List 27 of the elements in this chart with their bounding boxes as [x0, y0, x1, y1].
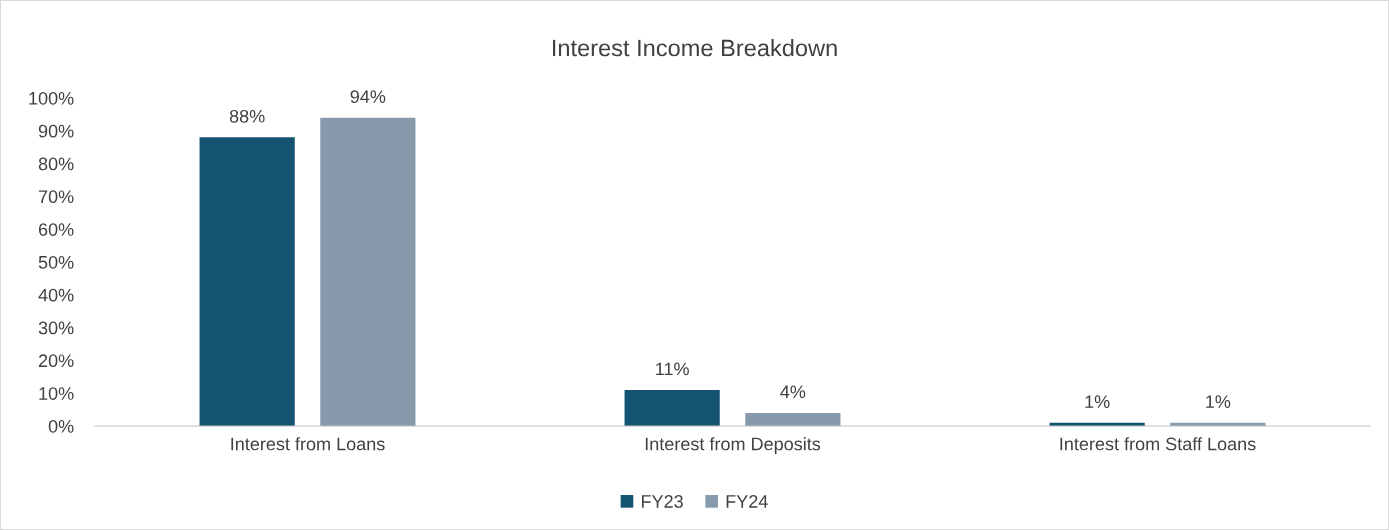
data-label: 88% [229, 109, 265, 123]
y-tick-label: 100% [29, 91, 74, 105]
bar [320, 117, 416, 426]
data-label: 94% [350, 90, 386, 103]
x-tick-label: Interest from Deposits [645, 437, 821, 454]
y-tick-label: 30% [38, 321, 74, 335]
y-tick-label: 60% [38, 223, 74, 236]
y-tick-label: 40% [38, 288, 74, 302]
legend-label: FY24 [726, 495, 768, 508]
y-tick-label: 80% [38, 157, 74, 171]
y-tick-label: 70% [38, 190, 74, 204]
data-label: 4% [780, 385, 806, 399]
chart-title: Interest Income Breakdown [552, 39, 837, 57]
x-tick-label: Interest from Staff Loans [1060, 437, 1256, 451]
bar [745, 412, 841, 426]
data-label: 1% [1206, 395, 1231, 408]
y-tick-label: 90% [38, 124, 74, 138]
data-label: 1% [1085, 395, 1110, 408]
y-tick-label: 0% [48, 419, 74, 433]
legend-label: FY23 [641, 495, 683, 508]
y-tick-label: 20% [38, 354, 74, 368]
bar [624, 389, 720, 426]
y-tick-label: 10% [39, 387, 74, 400]
bar [199, 137, 295, 426]
y-tick-label: 50% [38, 255, 74, 269]
x-tick-label: Interest from Loans [231, 437, 385, 451]
data-label: 11% [656, 362, 689, 376]
